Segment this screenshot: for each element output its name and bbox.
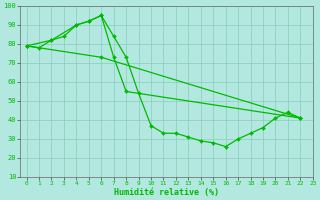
X-axis label: Humidité relative (%): Humidité relative (%) bbox=[114, 188, 219, 197]
